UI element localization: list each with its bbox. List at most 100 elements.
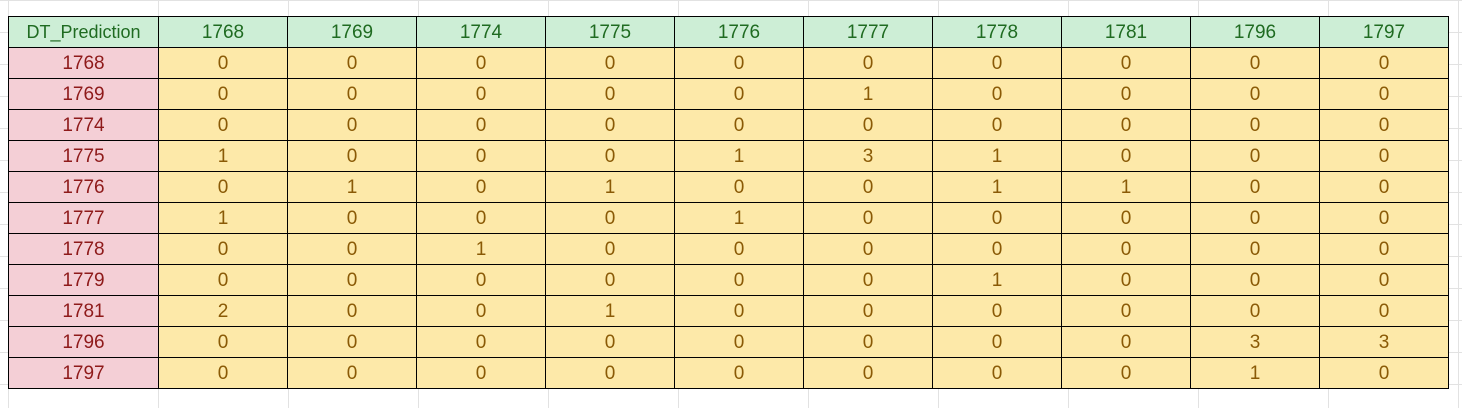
matrix-cell[interactable]: 0: [1319, 233, 1449, 265]
matrix-cell[interactable]: 0: [803, 357, 933, 389]
row-header-cell[interactable]: 1769: [8, 78, 159, 110]
matrix-cell[interactable]: 0: [1190, 47, 1320, 79]
column-header-cell[interactable]: 1781: [1061, 16, 1191, 48]
matrix-cell[interactable]: 1: [1190, 357, 1320, 389]
row-header-cell[interactable]: 1778: [8, 233, 159, 265]
matrix-cell[interactable]: 0: [674, 47, 804, 79]
matrix-cell[interactable]: 0: [1061, 109, 1191, 141]
matrix-cell[interactable]: 0: [932, 357, 1062, 389]
matrix-cell[interactable]: 0: [545, 264, 675, 296]
column-header-cell[interactable]: 1797: [1319, 16, 1449, 48]
matrix-cell[interactable]: 0: [1190, 295, 1320, 327]
matrix-cell[interactable]: 3: [803, 140, 933, 172]
matrix-cell[interactable]: 0: [674, 171, 804, 203]
matrix-cell[interactable]: 0: [545, 78, 675, 110]
column-header-cell[interactable]: 1775: [545, 16, 675, 48]
matrix-cell[interactable]: 0: [932, 233, 1062, 265]
matrix-cell[interactable]: 0: [287, 357, 417, 389]
matrix-cell[interactable]: 0: [674, 326, 804, 358]
row-header-cell[interactable]: 1777: [8, 202, 159, 234]
matrix-cell[interactable]: 0: [1190, 78, 1320, 110]
matrix-cell[interactable]: 0: [932, 326, 1062, 358]
matrix-cell[interactable]: 1: [932, 171, 1062, 203]
matrix-cell[interactable]: 0: [1190, 264, 1320, 296]
matrix-cell[interactable]: 1: [416, 233, 546, 265]
matrix-cell[interactable]: 0: [287, 140, 417, 172]
matrix-cell[interactable]: 2: [158, 295, 288, 327]
matrix-cell[interactable]: 0: [416, 171, 546, 203]
matrix-cell[interactable]: 0: [545, 140, 675, 172]
matrix-cell[interactable]: 0: [1319, 171, 1449, 203]
matrix-cell[interactable]: 0: [674, 295, 804, 327]
matrix-cell[interactable]: 0: [932, 109, 1062, 141]
matrix-cell[interactable]: 3: [1319, 326, 1449, 358]
matrix-cell[interactable]: 1: [158, 202, 288, 234]
matrix-cell[interactable]: 0: [416, 47, 546, 79]
column-header-cell[interactable]: 1768: [158, 16, 288, 48]
matrix-cell[interactable]: 0: [158, 326, 288, 358]
matrix-cell[interactable]: 0: [1190, 233, 1320, 265]
matrix-cell[interactable]: 0: [287, 326, 417, 358]
row-header-cell[interactable]: 1779: [8, 264, 159, 296]
matrix-cell[interactable]: 0: [1061, 140, 1191, 172]
matrix-cell[interactable]: 0: [158, 357, 288, 389]
matrix-cell[interactable]: 0: [1061, 295, 1191, 327]
row-header-cell[interactable]: 1797: [8, 357, 159, 389]
row-header-cell[interactable]: 1796: [8, 326, 159, 358]
matrix-cell[interactable]: 0: [416, 78, 546, 110]
matrix-cell[interactable]: 0: [803, 233, 933, 265]
column-header-cell[interactable]: 1777: [803, 16, 933, 48]
matrix-cell[interactable]: 0: [545, 109, 675, 141]
matrix-cell[interactable]: 0: [416, 357, 546, 389]
matrix-cell[interactable]: 0: [287, 264, 417, 296]
matrix-cell[interactable]: 0: [674, 233, 804, 265]
matrix-cell[interactable]: 0: [932, 295, 1062, 327]
matrix-cell[interactable]: 0: [674, 264, 804, 296]
matrix-cell[interactable]: 0: [1190, 171, 1320, 203]
matrix-cell[interactable]: 0: [1061, 264, 1191, 296]
matrix-cell[interactable]: 0: [1190, 202, 1320, 234]
matrix-cell[interactable]: 0: [932, 78, 1062, 110]
matrix-cell[interactable]: 0: [1319, 264, 1449, 296]
matrix-cell[interactable]: 1: [545, 171, 675, 203]
matrix-cell[interactable]: 1: [932, 264, 1062, 296]
matrix-cell[interactable]: 1: [545, 295, 675, 327]
matrix-cell[interactable]: 0: [158, 109, 288, 141]
matrix-cell[interactable]: 0: [1319, 357, 1449, 389]
row-header-cell[interactable]: 1775: [8, 140, 159, 172]
matrix-cell[interactable]: 1: [287, 171, 417, 203]
matrix-cell[interactable]: 0: [803, 326, 933, 358]
matrix-cell[interactable]: 0: [803, 47, 933, 79]
matrix-cell[interactable]: 0: [932, 47, 1062, 79]
matrix-cell[interactable]: 0: [416, 109, 546, 141]
matrix-cell[interactable]: 0: [416, 326, 546, 358]
matrix-cell[interactable]: 1: [158, 140, 288, 172]
matrix-cell[interactable]: 0: [674, 78, 804, 110]
matrix-cell[interactable]: 0: [1061, 357, 1191, 389]
matrix-cell[interactable]: 0: [287, 233, 417, 265]
matrix-cell[interactable]: 1: [674, 202, 804, 234]
matrix-cell[interactable]: 0: [1319, 202, 1449, 234]
matrix-cell[interactable]: 0: [1190, 109, 1320, 141]
matrix-cell[interactable]: 0: [158, 233, 288, 265]
matrix-cell[interactable]: 1: [932, 140, 1062, 172]
matrix-cell[interactable]: 0: [674, 109, 804, 141]
matrix-cell[interactable]: 1: [674, 140, 804, 172]
matrix-cell[interactable]: 0: [158, 78, 288, 110]
matrix-cell[interactable]: 0: [1061, 78, 1191, 110]
matrix-cell[interactable]: 0: [1319, 295, 1449, 327]
row-header-cell[interactable]: 1781: [8, 295, 159, 327]
column-header-cell[interactable]: 1796: [1190, 16, 1320, 48]
matrix-cell[interactable]: 1: [1061, 171, 1191, 203]
matrix-cell[interactable]: 0: [416, 202, 546, 234]
row-header-cell[interactable]: 1774: [8, 109, 159, 141]
row-header-cell[interactable]: 1768: [8, 47, 159, 79]
matrix-cell[interactable]: 0: [545, 326, 675, 358]
matrix-cell[interactable]: 0: [416, 295, 546, 327]
matrix-cell[interactable]: 0: [1319, 78, 1449, 110]
matrix-cell[interactable]: 0: [803, 202, 933, 234]
matrix-cell[interactable]: 0: [287, 295, 417, 327]
matrix-cell[interactable]: 0: [1190, 140, 1320, 172]
matrix-cell[interactable]: 0: [287, 109, 417, 141]
matrix-cell[interactable]: 0: [158, 171, 288, 203]
